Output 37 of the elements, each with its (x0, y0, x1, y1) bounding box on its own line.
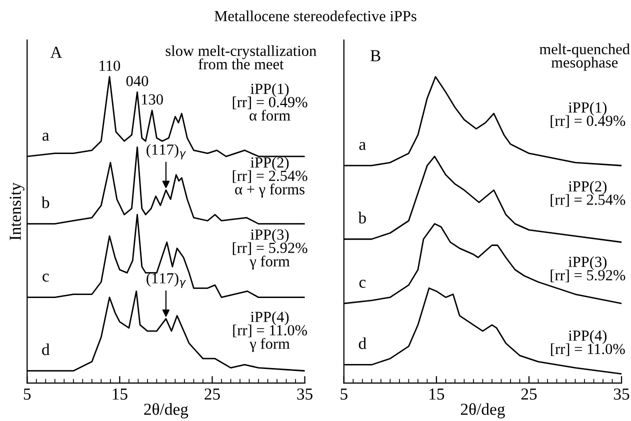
text: B (370, 50, 380, 62)
text: melt-quenched mesophase (540, 44, 630, 71)
series-label: a (42, 132, 50, 141)
series-label: b (41, 196, 50, 208)
y-axis-title: Intensity (10, 182, 24, 240)
annotation: (117)$_{γ}$ (146, 144, 186, 160)
annotation: iPP(4) [rr] = 11.0% (551, 330, 625, 356)
x-tick-label: 15 (430, 388, 444, 400)
series-label: c (42, 274, 49, 282)
x-axis-title: 2θ/deg (460, 403, 505, 418)
annotation: 130 (142, 94, 163, 105)
annotation: 110 (100, 60, 120, 71)
x-axis-title: 2θ/deg (144, 403, 188, 418)
x-tick-label: 25 (204, 388, 220, 400)
series-label: d (358, 337, 366, 350)
annotation: iPP(2) [rr] = 2.54% α + γ forms (232, 156, 308, 198)
x-tick-label: 35 (614, 388, 630, 400)
chart-title: Metallocene stereodefective iPPs (214, 10, 416, 22)
series-label: c (359, 280, 366, 288)
annotation: iPP(2) [rr] = 2.54% (550, 180, 626, 207)
annotation: iPP(3) [rr] = 5.92% (550, 256, 626, 282)
x-tick-label: 5 (340, 388, 348, 400)
annotation: (117)$_{γ}$ (146, 272, 186, 288)
annotation: iPP(3) [rr] = 5.92% γ form (232, 228, 308, 270)
annotation: iPP(4) [rr] = 11.0% γ form (233, 311, 308, 352)
text: slow melt-crystallization from the meet (166, 45, 316, 70)
x-tick-label: 15 (112, 388, 128, 400)
x-tick-label: 5 (24, 388, 31, 400)
x-tick-label: 35 (297, 388, 312, 400)
annotation: iPP(1) [rr] = 0.49% α form (232, 83, 308, 121)
text: A (50, 46, 62, 58)
annotation: iPP(1) [rr] = 0.49% (550, 102, 626, 128)
series-label: a (359, 142, 366, 150)
series-label: d (42, 343, 50, 356)
series-label: b (358, 212, 366, 224)
annotation: 040 (126, 76, 148, 86)
x-tick-label: 25 (521, 388, 537, 400)
